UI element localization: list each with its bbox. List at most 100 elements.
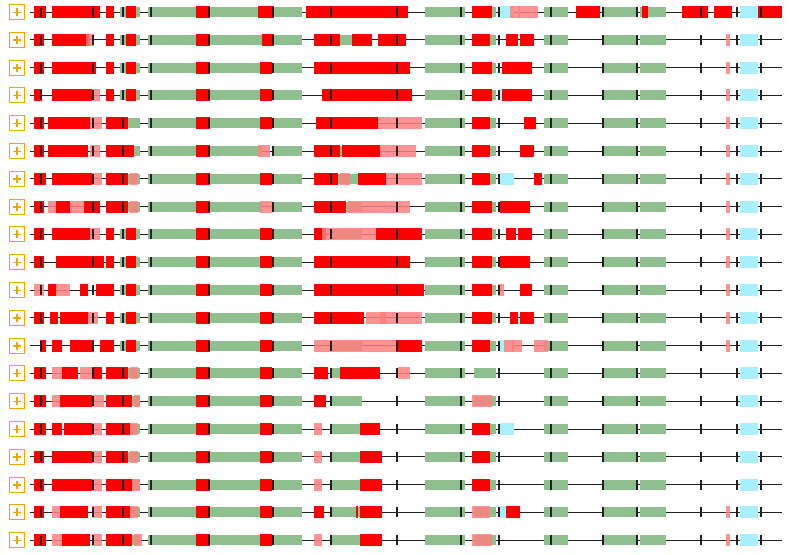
- tick-mark: [122, 229, 124, 240]
- partial-block: [392, 311, 422, 324]
- highlight-block: [106, 450, 128, 463]
- feature-track: [30, 0, 782, 24]
- highlight-block: [378, 33, 406, 46]
- highlight-block: [106, 228, 114, 241]
- plus-icon[interactable]: [9, 115, 25, 132]
- plus-icon[interactable]: [9, 476, 25, 493]
- feature-track: [30, 111, 782, 135]
- highlight-block: [502, 61, 532, 74]
- highlight-block: [510, 311, 518, 324]
- tick-mark: [122, 535, 124, 546]
- tick-mark: [272, 7, 274, 17]
- highlight-block: [314, 200, 326, 213]
- highlight-block: [260, 117, 272, 130]
- tick-mark: [602, 507, 604, 518]
- highlight-block: [472, 6, 492, 18]
- highlight-block: [360, 534, 382, 547]
- partial-block: [726, 228, 730, 241]
- plus-icon[interactable]: [9, 170, 25, 187]
- highlight-block: [260, 284, 272, 296]
- feature-track: [30, 167, 782, 191]
- highlight-block: [126, 256, 136, 269]
- segment-block: [425, 285, 465, 295]
- plus-icon[interactable]: [9, 4, 25, 20]
- plus-icon[interactable]: [9, 448, 25, 465]
- highlight-block: [60, 395, 92, 408]
- tick-mark: [602, 451, 604, 462]
- tick-mark: [636, 62, 638, 73]
- partial-block: [726, 284, 730, 296]
- marker-block: [740, 33, 758, 46]
- track-row: [0, 222, 790, 249]
- highlight-block: [126, 33, 136, 46]
- segment-block: [640, 146, 666, 156]
- highlight-block: [472, 61, 492, 74]
- segment-block: [148, 396, 196, 407]
- segment-block: [425, 34, 465, 45]
- marker-block: [740, 200, 758, 213]
- tick-mark: [550, 118, 552, 129]
- tick-mark: [92, 535, 94, 546]
- segment-block: [210, 451, 262, 462]
- tick-mark: [460, 229, 462, 240]
- tick-mark: [760, 396, 762, 407]
- tick-mark: [760, 312, 762, 323]
- tick-mark: [330, 257, 332, 268]
- track-row: [0, 167, 790, 194]
- tick-mark: [272, 479, 274, 490]
- plus-icon[interactable]: [9, 198, 25, 215]
- segment-block: [148, 7, 196, 17]
- segment-block: [148, 479, 196, 490]
- partial-block: [726, 172, 730, 185]
- tick-mark: [736, 451, 738, 462]
- segment-block: [148, 229, 196, 240]
- tick-mark: [700, 285, 702, 295]
- plus-icon[interactable]: [9, 226, 25, 243]
- track-row: [0, 334, 790, 361]
- highlight-block: [56, 200, 70, 213]
- plus-icon[interactable]: [9, 365, 25, 382]
- marker-block: [500, 423, 514, 435]
- tick-mark: [760, 7, 762, 17]
- tick-mark: [700, 312, 702, 323]
- partial-block: [726, 117, 730, 130]
- segment-block: [272, 229, 302, 240]
- tick-mark: [736, 285, 738, 295]
- segment-block: [425, 479, 465, 490]
- tick-mark: [460, 173, 462, 184]
- plus-icon[interactable]: [9, 254, 25, 271]
- tick-mark: [208, 285, 210, 295]
- tick-mark: [272, 507, 274, 518]
- plus-icon[interactable]: [9, 532, 25, 549]
- tick-mark: [122, 201, 124, 212]
- plus-icon[interactable]: [9, 393, 25, 410]
- tick-mark: [498, 257, 500, 268]
- plus-icon[interactable]: [9, 421, 25, 437]
- track-row: [0, 361, 790, 388]
- plus-icon[interactable]: [9, 143, 25, 159]
- segment-block: [544, 34, 568, 45]
- plus-icon[interactable]: [9, 309, 25, 326]
- plus-icon[interactable]: [9, 282, 25, 298]
- highlight-block: [62, 172, 92, 185]
- plus-icon[interactable]: [9, 337, 25, 354]
- tick-mark: [700, 368, 702, 379]
- segment-block: [425, 146, 465, 156]
- plus-icon[interactable]: [9, 31, 25, 48]
- plus-icon[interactable]: [9, 504, 25, 521]
- segment-block: [640, 173, 666, 184]
- highlight-block: [534, 172, 542, 185]
- plus-icon[interactable]: [9, 59, 25, 76]
- tick-mark: [330, 229, 332, 240]
- track-row: [0, 500, 790, 527]
- plus-icon[interactable]: [9, 87, 25, 104]
- tick-mark: [602, 34, 604, 45]
- highlight-block: [314, 506, 324, 519]
- highlight-block: [126, 61, 136, 74]
- tick-mark: [396, 479, 398, 490]
- track-row: [0, 83, 790, 110]
- segment-block: [544, 479, 568, 490]
- segment-block: [425, 507, 465, 518]
- tick-mark: [700, 62, 702, 73]
- tick-mark: [736, 312, 738, 323]
